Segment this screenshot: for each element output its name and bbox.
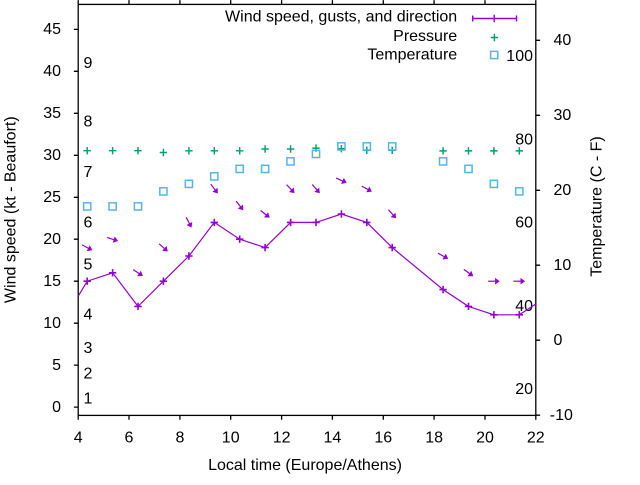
svg-text:5: 5	[52, 357, 61, 374]
svg-text:4: 4	[84, 307, 93, 324]
svg-text:15: 15	[43, 273, 61, 290]
svg-text:20: 20	[43, 231, 61, 248]
svg-text:1: 1	[84, 391, 93, 408]
svg-text:Pressure: Pressure	[393, 28, 457, 45]
svg-text:20: 20	[476, 430, 494, 447]
svg-text:25: 25	[43, 189, 61, 206]
svg-text:20: 20	[554, 182, 572, 199]
svg-text:40: 40	[554, 32, 572, 49]
svg-text:10: 10	[43, 315, 61, 332]
svg-text:60: 60	[515, 215, 533, 232]
svg-text:6: 6	[84, 214, 93, 231]
svg-text:5: 5	[84, 256, 93, 273]
svg-text:10: 10	[554, 257, 572, 274]
svg-text:14: 14	[324, 430, 342, 447]
svg-text:0: 0	[554, 332, 563, 349]
svg-text:Wind speed, gusts, and directi: Wind speed, gusts, and direction	[225, 9, 457, 26]
svg-text:6: 6	[125, 430, 134, 447]
svg-text:9: 9	[84, 55, 93, 72]
svg-text:8: 8	[175, 430, 184, 447]
svg-text:22: 22	[527, 430, 545, 447]
svg-text:45: 45	[43, 21, 61, 38]
svg-text:30: 30	[43, 147, 61, 164]
svg-text:18: 18	[425, 430, 443, 447]
svg-text:0: 0	[52, 399, 61, 416]
svg-text:40: 40	[43, 63, 61, 80]
svg-text:16: 16	[374, 430, 392, 447]
svg-text:80: 80	[515, 131, 533, 148]
svg-text:30: 30	[554, 107, 572, 124]
svg-text:3: 3	[84, 340, 93, 357]
svg-text:35: 35	[43, 105, 61, 122]
svg-text:Temperature (C - F): Temperature (C - F)	[589, 136, 606, 276]
svg-text:4: 4	[74, 430, 83, 447]
svg-text:100: 100	[506, 48, 533, 65]
svg-text:40: 40	[515, 298, 533, 315]
svg-text:10: 10	[222, 430, 240, 447]
svg-text:20: 20	[515, 381, 533, 398]
svg-text:-10: -10	[550, 407, 573, 424]
svg-text:Wind speed (kt - Beaufort): Wind speed (kt - Beaufort)	[3, 116, 20, 303]
svg-text:12: 12	[273, 430, 291, 447]
svg-text:Temperature: Temperature	[367, 46, 457, 63]
svg-text:Local time (Europe/Athens): Local time (Europe/Athens)	[208, 457, 402, 474]
svg-text:7: 7	[84, 164, 93, 181]
svg-text:8: 8	[84, 114, 93, 131]
svg-text:2: 2	[84, 365, 93, 382]
